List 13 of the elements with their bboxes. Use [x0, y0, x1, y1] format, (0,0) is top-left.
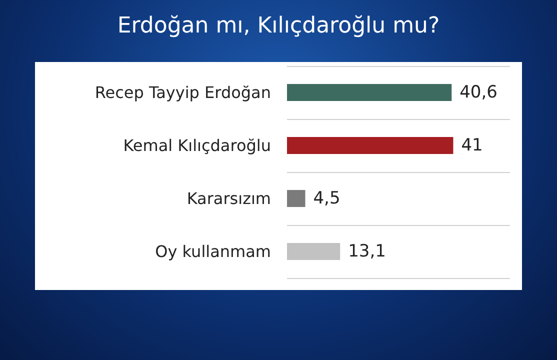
bar	[287, 84, 452, 101]
bar	[287, 190, 306, 207]
bar	[287, 243, 340, 260]
bar	[287, 137, 454, 154]
y-tick-label: Kemal Kılıçdaroğlu	[123, 136, 271, 155]
data-label: 41	[461, 136, 483, 156]
data-label: 13,1	[348, 242, 386, 262]
chart-title: Erdoğan mı, Kılıçdaroğlu mu?	[117, 14, 440, 38]
data-label: 40,6	[460, 82, 498, 102]
y-tick-label: Recep Tayyip Erdoğan	[94, 83, 271, 102]
y-tick-label: Oy kullanmam	[155, 242, 271, 261]
data-label: 4,5	[313, 188, 340, 208]
y-tick-label: Kararsızım	[186, 189, 271, 208]
